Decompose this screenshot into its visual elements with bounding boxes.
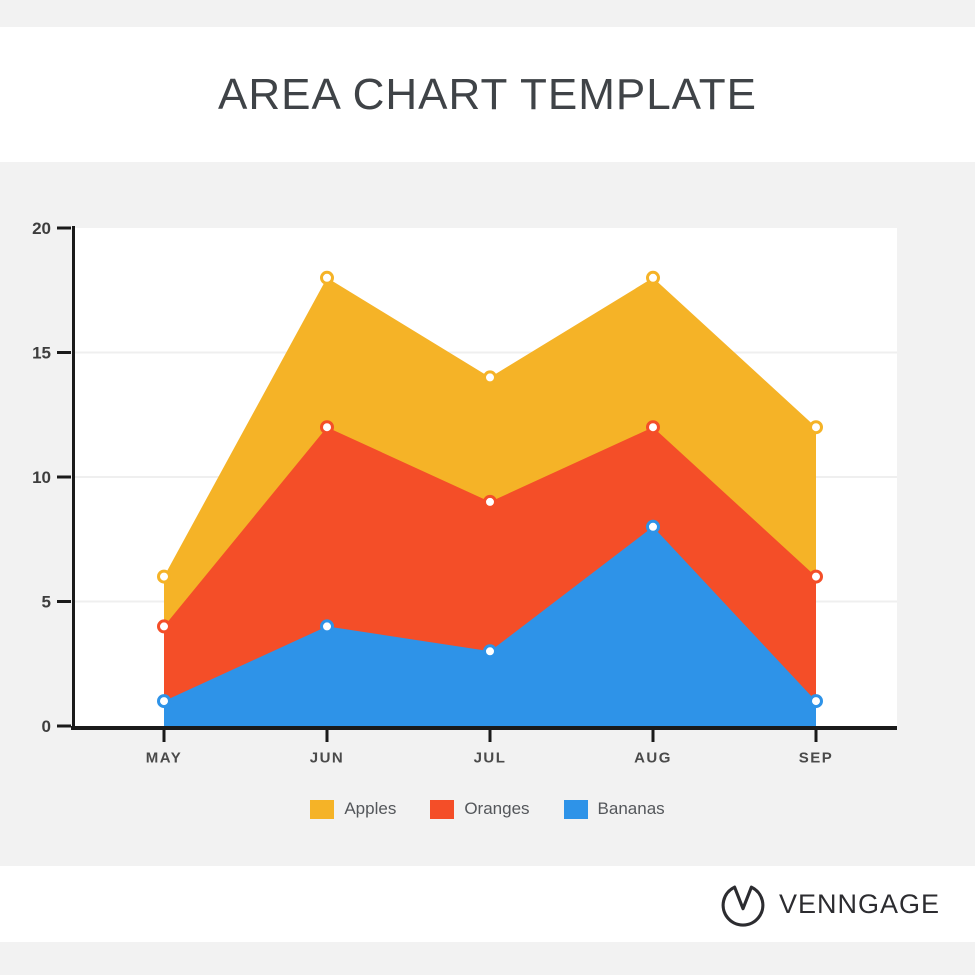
x-tick-label-aug: AUG [634, 749, 672, 766]
marker-oranges-may [157, 619, 171, 634]
marker-apples-sep [809, 420, 823, 435]
marker-bananas-jul [483, 644, 497, 659]
legend-label-oranges: Oranges [464, 799, 530, 818]
x-tick-label-jun: JUN [310, 749, 345, 766]
legend-item-bananas: Bananas [563, 799, 665, 819]
legend-swatch-bananas [563, 799, 588, 819]
y-tick-label-10: 10 [32, 468, 51, 487]
footer-band: VENNGAGE [0, 866, 975, 942]
marker-bananas-may [157, 694, 171, 709]
marker-apples-jul [483, 370, 497, 385]
marker-apples-jun [320, 270, 334, 285]
marker-oranges-sep [809, 569, 823, 584]
marker-oranges-jun [320, 420, 334, 435]
legend-item-oranges: Oranges [430, 799, 530, 819]
marker-oranges-aug [646, 420, 660, 435]
legend-item-apples: Apples [310, 799, 396, 819]
marker-bananas-aug [646, 519, 660, 534]
area-chart: 0 5 10 15 20 MAY JUN JUL AUG SEP [32, 219, 897, 766]
x-tick-label-may: MAY [146, 749, 182, 766]
legend-label-apples: Apples [344, 799, 397, 818]
y-tick-label-5: 5 [42, 592, 51, 611]
x-tick-label-jul: JUL [474, 749, 507, 766]
y-tick-label-0: 0 [42, 717, 51, 736]
marker-apples-may [157, 569, 171, 584]
chart-legend: Apples Oranges Bananas [0, 799, 975, 819]
marker-bananas-sep [809, 694, 823, 709]
brand-lockup: VENNGAGE [720, 881, 940, 927]
y-tick-label-20: 20 [32, 219, 51, 238]
y-tick-label-15: 15 [32, 343, 51, 362]
page-title: AREA CHART TEMPLATE [217, 69, 757, 119]
venngage-circle-v-icon [721, 885, 765, 927]
marker-bananas-jun [320, 619, 334, 634]
legend-swatch-apples [310, 799, 335, 819]
legend-label-bananas: Bananas [597, 799, 665, 818]
x-tick-label-sep: SEP [799, 749, 834, 766]
area-bananas [164, 526, 816, 726]
marker-apples-aug [646, 270, 660, 285]
marker-oranges-jul [483, 494, 497, 509]
legend-swatch-oranges [430, 799, 455, 819]
brand-name: VENNGAGE [778, 888, 940, 919]
title-band: AREA CHART TEMPLATE [0, 27, 975, 162]
